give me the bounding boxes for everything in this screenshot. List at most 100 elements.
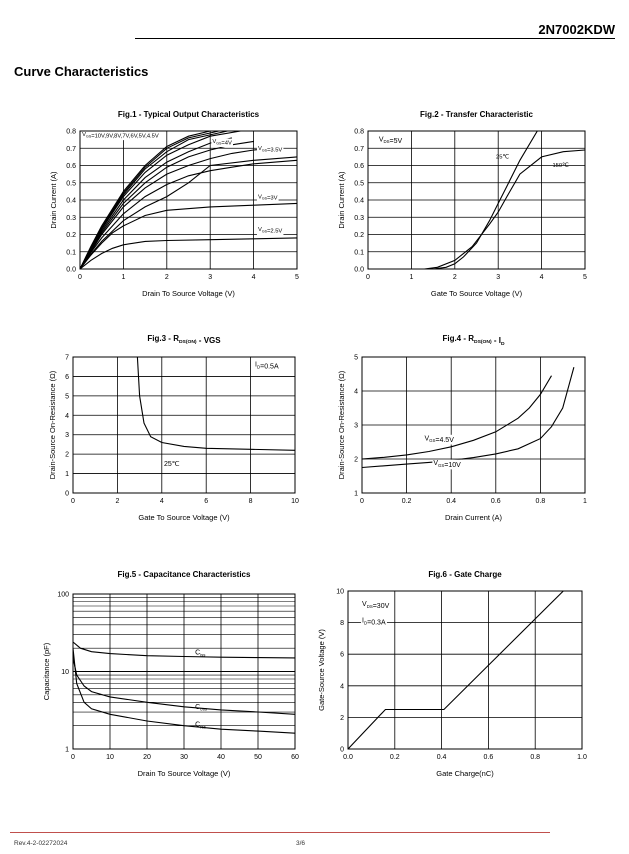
fig1-xtick-label: 2 [165, 274, 169, 281]
fig1-series-line [79, 202, 298, 270]
fig3-xtick-label: 0 [71, 498, 75, 505]
fig1-series-line [79, 159, 298, 270]
fig6-title: Fig.6 - Gate Charge [428, 570, 502, 579]
fig4-xtick-label: 0 [360, 498, 364, 505]
fig1-annotation-bg [256, 145, 284, 154]
fig6-annotation: VDS=30V [362, 601, 390, 610]
fig2-title: Fig.2 - Transfer Characteristic [420, 110, 533, 119]
fig1-ytick-label: 0.7 [66, 146, 76, 153]
fig5-series-line [72, 648, 296, 734]
fig3-ytick-label: 7 [65, 355, 69, 362]
fig1-series-line [79, 130, 241, 270]
fig1-annotation: VGS=3.5V [258, 146, 282, 153]
fig3-ytick-label: 1 [65, 471, 69, 478]
fig1-xtick-label: 3 [208, 274, 212, 281]
fig1-annotation-bg [256, 226, 284, 235]
fig4-annotation: VGS=10V [433, 460, 461, 469]
fig5-annotation: Crss [195, 722, 206, 730]
fig1-ytick-label: 0.8 [66, 129, 76, 136]
fig5-ytick-label: 1 [65, 747, 69, 754]
fig1-ytick-label: 0.2 [66, 232, 76, 239]
fig6-chart: Fig.6 - Gate Charge 0.0 0.2 0.4 0.6 0.8 1.0 0 2 4… [317, 570, 587, 778]
fig6-ytick-label: 4 [340, 683, 344, 690]
fig1-annotation: VGS=4V [212, 139, 232, 146]
fig4-ytick-label: 4 [354, 389, 358, 396]
fig6-ylabel: Gate-Source Voltage (V) [317, 629, 326, 711]
fig2-ytick-label: 0.5 [354, 180, 364, 187]
fig1-ytick-label: 0.3 [66, 215, 76, 222]
fig5-xtick-label: 60 [291, 754, 299, 761]
fig2-ytick-label: 0.8 [354, 129, 364, 136]
fig3-xtick-label: 6 [204, 498, 208, 505]
fig6-ytick-label: 10 [336, 589, 344, 596]
fig3-chart: Fig.3 - RDS(ON) - VGS 0 2 4 6 8 10 0 1 2 3 4 5 6 7 Gate… [48, 334, 299, 522]
fig6-xlabel: Gate Charge(nC) [436, 769, 494, 778]
fig3-xtick-label: 8 [249, 498, 253, 505]
fig1-annotation: VGS=2.5V [258, 227, 282, 234]
fig1-chart: Fig.1 - Typical Output Characteristics 0 1… [49, 110, 299, 298]
fig5-annotation: Ciss [195, 650, 205, 658]
fig5-chart: Fig.5 - Capacitance Characteristics 0 10 20… [42, 570, 299, 778]
fig6-annotation: ID=0.3A [362, 618, 386, 627]
fig3-ytick-label: 6 [65, 374, 69, 381]
fig5-annotation: Coss [195, 704, 207, 712]
fig2-xtick-label: 3 [496, 274, 500, 281]
fig2-ytick-label: 0.6 [354, 163, 364, 170]
fig2-xtick-label: 5 [583, 274, 587, 281]
fig6-ytick-label: 8 [340, 620, 344, 627]
fig2-ytick-label: 0.2 [354, 232, 364, 239]
fig4-series-line [361, 375, 552, 460]
fig1-ylabel: Drain Current (A) [49, 171, 58, 229]
fig5-ylabel: Capacitance (pF) [42, 642, 51, 700]
fig6-annotation-bg [361, 600, 391, 611]
fig4-xlabel: Drain Current (A) [445, 513, 503, 522]
fig2-annotation: 150℃ [552, 163, 569, 169]
fig1-series-line [79, 147, 276, 270]
fig5-xtick-label: 0 [71, 754, 75, 761]
fig4-ytick-label: 1 [354, 491, 358, 498]
fig2-annotation: VDS=5V [379, 136, 403, 145]
fig2-ytick-label: 0.3 [354, 215, 364, 222]
fig2-series-line [368, 149, 586, 270]
fig1-ytick-label: 0.1 [66, 249, 76, 256]
fig1-series-line [79, 137, 233, 270]
fig1-ytick-label: 0.0 [66, 267, 76, 274]
fig1-series-line [79, 140, 254, 270]
fig6-xtick-label: 0.0 [343, 754, 353, 761]
fig3-xtick-label: 10 [291, 498, 299, 505]
fig3-annotation: ID=0.5A [255, 362, 279, 371]
fig3-annotation: 25℃ [164, 461, 180, 468]
fig4-annotation-bg [432, 459, 463, 470]
fig5-frame [72, 593, 296, 750]
fig5-xtick-label: 10 [106, 754, 114, 761]
fig1-xtick-label: 4 [252, 274, 256, 281]
fig1-xtick-label: 0 [78, 274, 82, 281]
fig6-xtick-label: 0.4 [437, 754, 447, 761]
fig5-xtick-label: 40 [217, 754, 225, 761]
fig4-xtick-label: 0.6 [491, 498, 501, 505]
fig5-xtick-label: 20 [143, 754, 151, 761]
fig4-ytick-label: 2 [354, 457, 358, 464]
fig1-annotation-bg [211, 138, 234, 148]
fig5-series-line [72, 641, 296, 659]
fig5-xtick-label: 50 [254, 754, 262, 761]
fig2-annotation: 25℃ [496, 155, 509, 161]
fig6-ytick-label: 0 [340, 747, 344, 754]
fig2-ytick-label: 0.4 [354, 198, 364, 205]
fig2-chart: Fig.2 - Transfer Characteristic 0 1 2 3 4 5 0.0… [337, 110, 587, 298]
fig2-xtick-label: 4 [540, 274, 544, 281]
fig4-ytick-label: 5 [354, 355, 358, 362]
fig3-xtick-label: 4 [160, 498, 164, 505]
fig6-frame [347, 590, 583, 750]
fig3-ylabel: Drain-Source On-Resistance (Ω) [48, 370, 57, 479]
footer-rule [10, 832, 550, 833]
fig4-ylabel: Drain-Source On-Resistance (Ω) [337, 370, 346, 479]
fig1-title: Fig.1 - Typical Output Characteristics [118, 110, 260, 119]
fig3-ytick-label: 2 [65, 452, 69, 459]
revision-label: Rev.4-2-02272024 [14, 840, 68, 847]
fig4-title: Fig.4 - RDS(ON) - ID [442, 334, 505, 347]
fig2-xtick-label: 1 [409, 274, 413, 281]
fig2-ytick-label: 0.0 [354, 267, 364, 274]
fig4-frame [361, 356, 586, 494]
